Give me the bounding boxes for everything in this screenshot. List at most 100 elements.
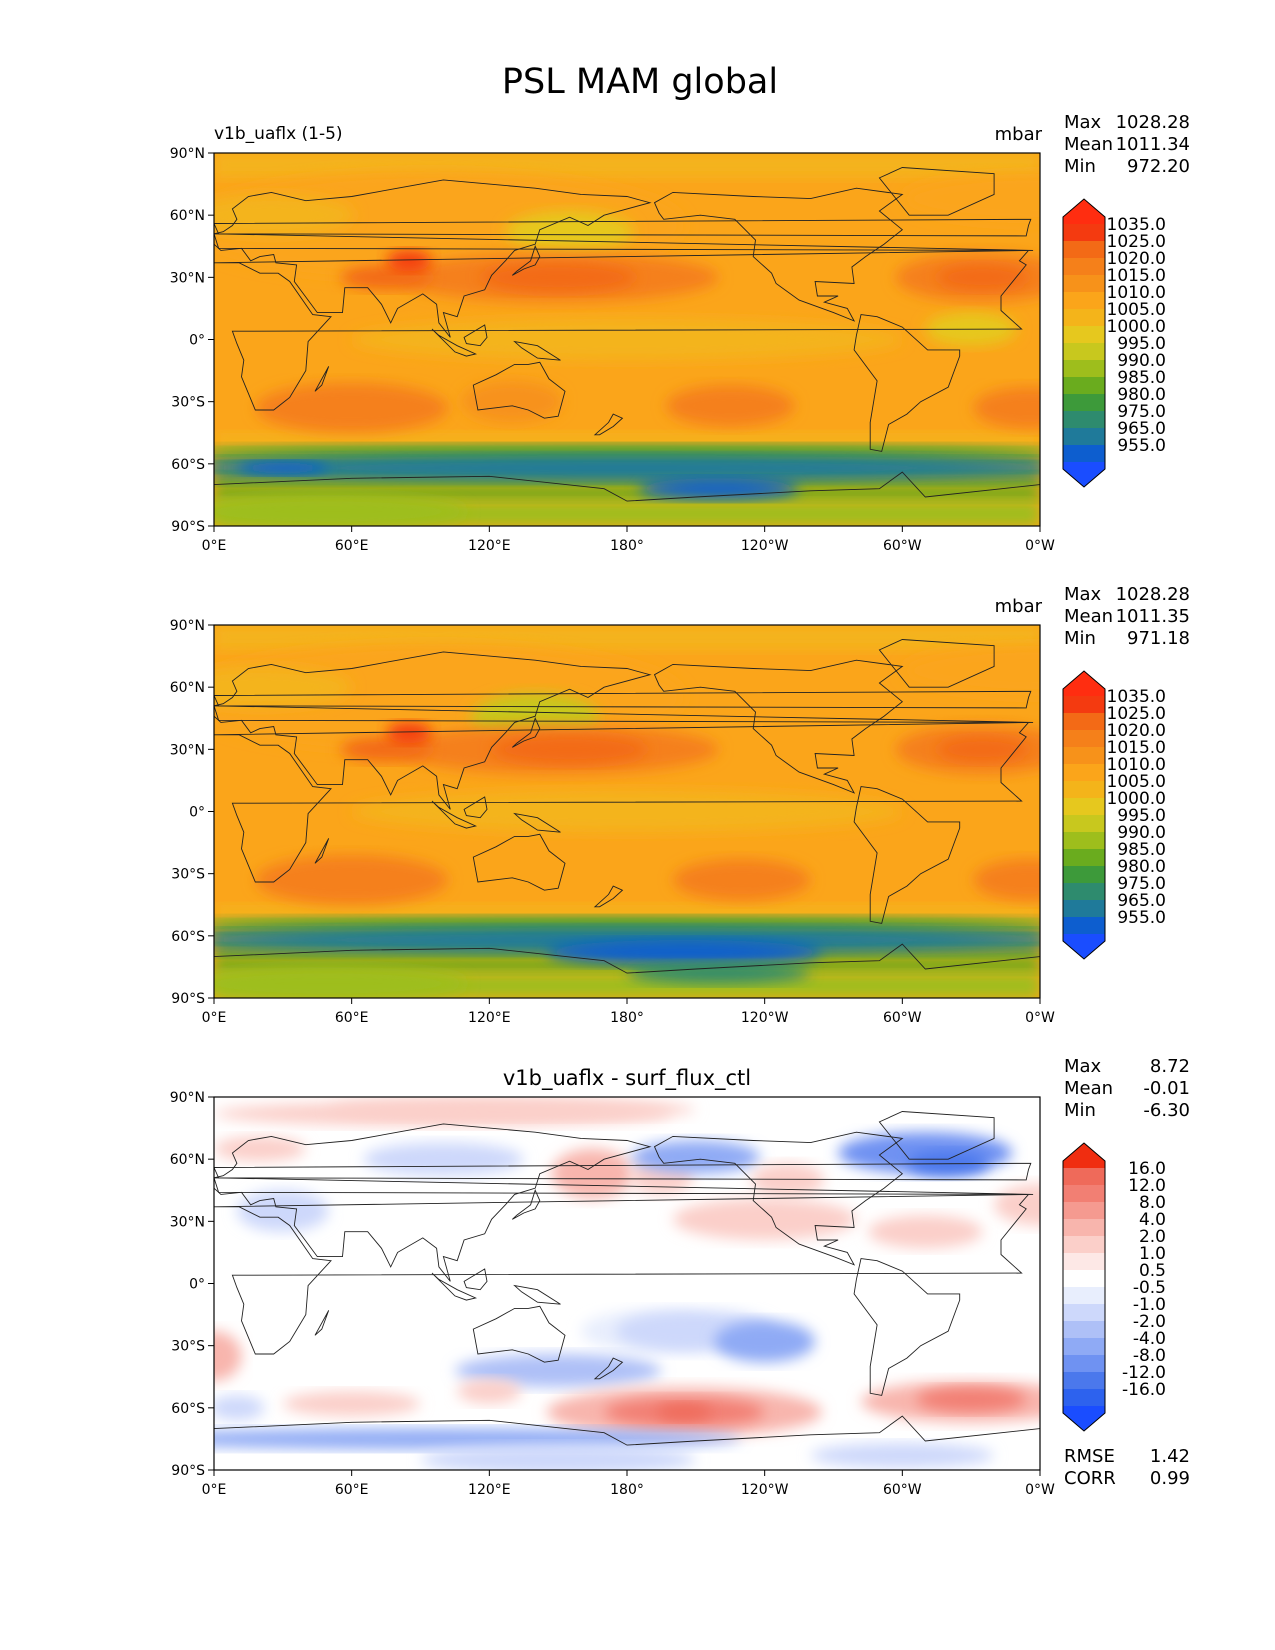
coastline bbox=[214, 471, 1040, 526]
colorbar-label: -0.5 bbox=[1133, 1278, 1166, 1298]
field-blob bbox=[351, 318, 903, 361]
colorbar-segment bbox=[1063, 1253, 1105, 1271]
stat-value: 8.72 bbox=[1150, 1056, 1190, 1077]
map-panel-test: 90°N 60°N 30°N 0° 30°S 60°S 90°S 0°E 60°E 120°E 18… bbox=[170, 112, 1190, 554]
colorbar-segment bbox=[1063, 696, 1105, 714]
colorbar-segment bbox=[1063, 462, 1105, 487]
field-blob bbox=[214, 666, 352, 708]
field-blob bbox=[214, 1395, 265, 1421]
coastline bbox=[878, 1111, 995, 1160]
colorbar-label: -16.0 bbox=[1122, 1380, 1166, 1400]
colorbar-segment bbox=[1063, 671, 1105, 696]
colorbar-label: 955.0 bbox=[1117, 908, 1166, 928]
coastline bbox=[878, 639, 995, 688]
field-blob bbox=[340, 264, 432, 290]
colorbar-segment bbox=[1063, 1355, 1105, 1373]
stat-label: Max bbox=[1064, 1056, 1102, 1077]
field-blob bbox=[214, 966, 467, 998]
corr-value: 0.99 bbox=[1150, 1468, 1190, 1489]
coastline bbox=[214, 705, 1034, 883]
panel-units: mbar bbox=[995, 124, 1043, 145]
colorbar-label: 1000.0 bbox=[1107, 317, 1166, 337]
coastline bbox=[463, 324, 488, 347]
colorbar-label: 1010.0 bbox=[1107, 283, 1166, 303]
colorbar-label: 2.0 bbox=[1139, 1227, 1166, 1247]
colorbar-segment bbox=[1063, 1219, 1105, 1237]
lat-tick-label: 30°S bbox=[171, 1339, 205, 1355]
colorbar-label: 995.0 bbox=[1117, 334, 1166, 354]
colorbar-label: 965.0 bbox=[1117, 419, 1166, 439]
lon-tick-label: 180° bbox=[610, 538, 644, 554]
colorbar-label: 1.0 bbox=[1139, 1244, 1166, 1264]
lon-tick-label: 0°W bbox=[1025, 1482, 1055, 1498]
colorbar-label: 1015.0 bbox=[1107, 738, 1166, 758]
field-blob bbox=[255, 383, 449, 433]
colorbar-segment bbox=[1063, 1185, 1105, 1203]
field-blob bbox=[480, 262, 637, 292]
coastline bbox=[214, 1162, 1032, 1181]
lat-tick-label: 90°N bbox=[170, 1090, 205, 1106]
coastline bbox=[472, 833, 566, 891]
coastline bbox=[314, 366, 330, 392]
lon-tick-label: 60°W bbox=[883, 1482, 922, 1498]
lat-tick-label: 90°S bbox=[171, 1463, 205, 1479]
coastline bbox=[593, 1357, 624, 1380]
colorbar-segment bbox=[1063, 730, 1105, 748]
panels: 90°N 60°N 30°N 0° 30°S 60°S 90°S 0°E 60°E 120°E 18… bbox=[170, 112, 1190, 1498]
colorbar-segment bbox=[1063, 326, 1105, 344]
coastline bbox=[314, 838, 330, 864]
stat-label: Mean bbox=[1064, 134, 1113, 155]
lon-tick-label: 0°E bbox=[202, 1482, 227, 1498]
colorbar-segment bbox=[1063, 1389, 1105, 1407]
field-blob bbox=[214, 494, 467, 526]
coastline bbox=[593, 413, 624, 436]
lon-tick-label: 120°W bbox=[741, 1482, 789, 1498]
colorbar-segment bbox=[1063, 832, 1105, 850]
coastline bbox=[214, 690, 1032, 709]
colorbar-outline bbox=[1062, 670, 1106, 960]
field-blob bbox=[214, 1136, 306, 1162]
colorbar-label: 4.0 bbox=[1139, 1210, 1166, 1230]
field-band bbox=[214, 484, 1040, 502]
colorbar-segment bbox=[1063, 849, 1105, 867]
field-blob bbox=[214, 194, 354, 236]
coastline bbox=[314, 1310, 330, 1336]
colorbar: 16.012.08.04.02.01.00.5-0.5-1.0-2.0-4.0-… bbox=[1062, 1142, 1166, 1432]
colorbar-segment bbox=[1063, 411, 1105, 429]
field-blob bbox=[936, 264, 1029, 290]
field-blob bbox=[750, 1163, 825, 1197]
stat-value: -6.30 bbox=[1143, 1100, 1190, 1121]
field-blob bbox=[714, 1320, 816, 1363]
field-blob bbox=[255, 855, 449, 905]
coastline bbox=[431, 328, 478, 357]
stat-label: Min bbox=[1064, 156, 1096, 177]
stat-label: Max bbox=[1064, 584, 1102, 605]
coastline bbox=[463, 1268, 488, 1291]
coastline bbox=[472, 361, 566, 419]
colorbar-label: -1.0 bbox=[1133, 1295, 1166, 1315]
coastline bbox=[431, 800, 478, 829]
stat-value: 1011.35 bbox=[1116, 606, 1190, 627]
field-blob bbox=[551, 1148, 634, 1199]
field-band bbox=[214, 432, 1040, 448]
colorbar-segment bbox=[1063, 764, 1105, 782]
stat-label: Min bbox=[1064, 1100, 1096, 1121]
colorbar-label: 955.0 bbox=[1117, 436, 1166, 456]
field-blob bbox=[627, 962, 811, 984]
map-panel-difference: 90°N 60°N 30°N 0° 30°S 60°S 90°S 0°E 60°E 120°E 18… bbox=[170, 1056, 1190, 1498]
coastline bbox=[511, 1189, 541, 1220]
map-panel-reference: 90°N 60°N 30°N 0° 30°S 60°S 90°S 0°E 60°E 120°E 18… bbox=[170, 584, 1190, 1026]
corr-label: CORR bbox=[1064, 1468, 1116, 1489]
stat-label: Max bbox=[1064, 112, 1102, 133]
colorbar-label: 995.0 bbox=[1117, 806, 1166, 826]
colorbar-segment bbox=[1063, 1202, 1105, 1220]
colorbar-label: 1035.0 bbox=[1107, 687, 1166, 707]
coastline bbox=[214, 218, 1032, 237]
coastline bbox=[513, 340, 561, 361]
colorbar-segment bbox=[1063, 241, 1105, 259]
field-band bbox=[214, 625, 1040, 650]
colorbar-segment bbox=[1063, 1304, 1105, 1322]
field-blob bbox=[546, 939, 823, 965]
